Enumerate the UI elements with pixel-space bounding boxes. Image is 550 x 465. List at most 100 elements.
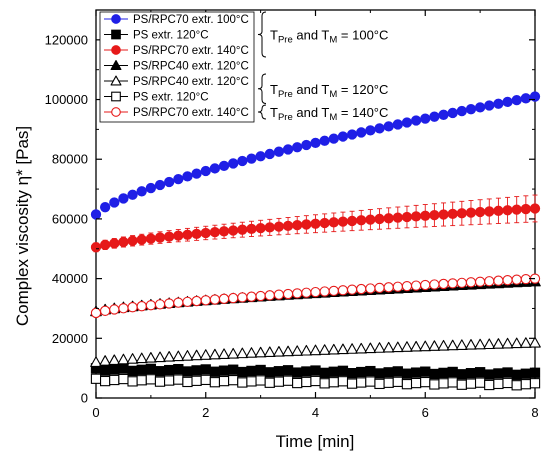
data-point [438,278,449,290]
data-point [465,104,477,115]
data-point [337,131,349,142]
data-point [190,349,203,361]
data-point [255,222,266,234]
data-point [118,373,129,385]
data-point [502,205,513,216]
data-point [218,365,230,376]
legend-label: PS/RPC70 extr. 140°C [133,107,249,119]
legend-label: PS/RPC70 extr. 140°C [133,45,249,57]
data-point [310,375,321,387]
data-point [328,366,339,377]
data-point [510,337,523,349]
data-point [465,378,477,389]
data-point [401,117,413,128]
data-point [392,366,403,377]
data-point [429,279,440,290]
data-point [118,363,129,374]
data-point [282,288,294,300]
data-point [109,364,120,375]
data-point [209,226,221,238]
data-point [301,139,312,151]
data-point [255,375,266,386]
data-point [520,337,532,348]
data-point [237,155,248,167]
legend-label: PS extr. 120°C [133,30,209,42]
y-tick-label: 100000 [45,92,88,107]
data-point [236,347,249,359]
data-point [246,223,257,235]
data-point [228,292,239,304]
data-point [300,344,313,356]
data-point [392,119,403,130]
data-point [209,348,221,360]
data-point [90,307,102,319]
data-point [502,275,513,286]
data-point [511,204,522,215]
data-point [237,224,248,235]
data-point [401,211,413,223]
data-point [365,214,376,225]
data-point [410,340,422,352]
data-point [109,374,120,386]
data-point [365,283,376,294]
data-point [237,292,248,303]
data-point [337,343,349,355]
data-point [493,275,504,286]
data-point [484,276,495,287]
data-point [429,379,440,390]
data-point [145,363,157,375]
data-point [228,374,239,386]
data-point [493,368,504,379]
data-point [154,179,166,191]
data-point [355,342,368,354]
data-point [456,379,467,390]
data-point [474,377,486,388]
data-point [493,205,504,216]
data-point [420,210,431,221]
data-point [383,282,394,293]
data-point [173,297,184,308]
data-point [200,165,211,177]
data-point [301,366,312,377]
data-point [328,285,339,297]
data-point [99,202,111,213]
data-point [529,378,541,389]
data-point [373,342,386,353]
data-point [200,374,211,386]
data-point [410,377,422,389]
data-point [328,377,339,388]
data-point [154,351,166,363]
brace [257,11,267,58]
data-point [246,291,257,302]
data-point [182,376,193,388]
data-point [264,222,275,233]
data-point [447,366,458,378]
legend-marker [111,45,121,55]
data-point [218,226,230,237]
data-point [511,274,522,285]
data-point [356,377,367,388]
axes-layer: 0 2 4 6 8 0 20000 40000 60000 80000 100000 120000 [45,9,539,420]
legend-marker [110,60,122,71]
data-point [173,173,184,185]
data-point [99,305,111,316]
data-point [474,338,486,350]
data-point [392,281,403,292]
data-point [282,375,294,386]
data-point [90,242,102,253]
data-point [410,115,422,126]
legend-marker [111,91,121,102]
data-point [465,368,477,379]
data-point [154,299,166,310]
data-point [127,302,138,313]
data-point [383,121,394,132]
data-point [292,220,303,231]
data-point [328,217,339,228]
data-point [383,377,394,388]
data-point [511,380,522,391]
data-point [99,355,111,366]
data-point [172,350,185,362]
data-point [136,364,147,375]
data-point [429,368,440,380]
data-point [327,343,340,355]
